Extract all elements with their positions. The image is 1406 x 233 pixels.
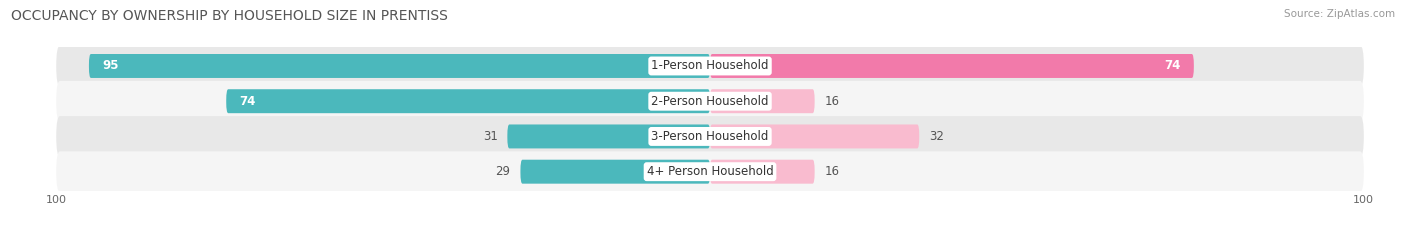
FancyBboxPatch shape xyxy=(710,54,1194,78)
FancyBboxPatch shape xyxy=(56,81,1364,122)
Text: 16: 16 xyxy=(824,165,839,178)
Text: 32: 32 xyxy=(929,130,943,143)
Text: 3-Person Household: 3-Person Household xyxy=(651,130,769,143)
FancyBboxPatch shape xyxy=(89,54,710,78)
FancyBboxPatch shape xyxy=(710,124,920,148)
Text: Source: ZipAtlas.com: Source: ZipAtlas.com xyxy=(1284,9,1395,19)
FancyBboxPatch shape xyxy=(508,124,710,148)
FancyBboxPatch shape xyxy=(520,160,710,184)
Text: 1-Person Household: 1-Person Household xyxy=(651,59,769,72)
Text: 31: 31 xyxy=(482,130,498,143)
FancyBboxPatch shape xyxy=(710,160,814,184)
FancyBboxPatch shape xyxy=(56,46,1364,86)
FancyBboxPatch shape xyxy=(56,151,1364,192)
Text: 16: 16 xyxy=(824,95,839,108)
FancyBboxPatch shape xyxy=(710,89,814,113)
Text: 4+ Person Household: 4+ Person Household xyxy=(647,165,773,178)
Text: 74: 74 xyxy=(1164,59,1181,72)
Text: 2-Person Household: 2-Person Household xyxy=(651,95,769,108)
FancyBboxPatch shape xyxy=(56,116,1364,157)
FancyBboxPatch shape xyxy=(226,89,710,113)
Text: 95: 95 xyxy=(103,59,118,72)
Text: OCCUPANCY BY OWNERSHIP BY HOUSEHOLD SIZE IN PRENTISS: OCCUPANCY BY OWNERSHIP BY HOUSEHOLD SIZE… xyxy=(11,9,449,23)
Text: 74: 74 xyxy=(239,95,256,108)
Text: 29: 29 xyxy=(496,165,510,178)
